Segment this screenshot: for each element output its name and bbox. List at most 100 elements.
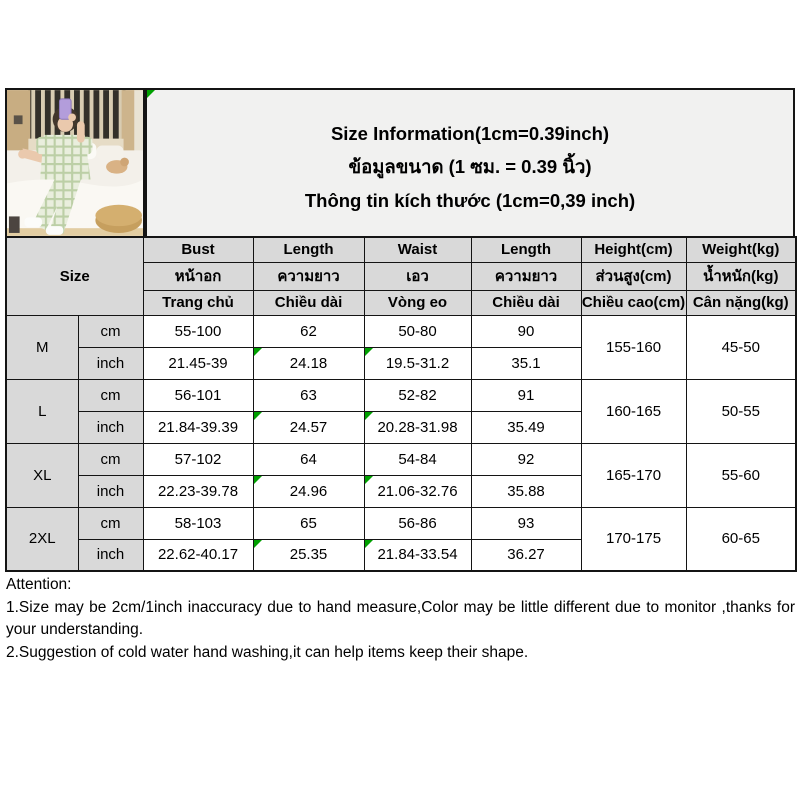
col-header-height-en: Height(cm): [580, 236, 687, 263]
attention-line-2: 2.Suggestion of cold water hand washing,…: [6, 643, 529, 661]
col-header-length2-vi: Chiều dài: [470, 289, 582, 316]
green-corner-marker-icon: [253, 475, 262, 484]
value-text: 24.57: [289, 418, 328, 436]
value-cell: 58-103: [142, 506, 254, 540]
col-header-weight-th: น้ำหนัก(kg): [685, 261, 797, 291]
weight-cell: 60-65: [685, 506, 797, 572]
col-header-length2-th: ความยาว: [470, 261, 582, 291]
value-cell: 50-80: [363, 314, 472, 348]
size-cell-m: M: [5, 314, 79, 380]
col-header-height-vi: Chiều cao(cm): [580, 289, 687, 316]
value-cell: 36.27: [470, 538, 582, 572]
value-cell: 63: [252, 378, 365, 412]
value-cell: 19.5-31.2: [363, 346, 472, 380]
value-cell: 91: [470, 378, 582, 412]
value-cell: 20.28-31.98: [363, 410, 472, 444]
height-cell: 170-175: [580, 506, 687, 572]
weight-cell: 55-60: [685, 442, 797, 508]
unit-cell-cm: cm: [77, 378, 144, 412]
size-cell-l: L: [5, 378, 79, 444]
weight-cell: 50-55: [685, 378, 797, 444]
col-header-bust-th: หน้าอก: [142, 261, 254, 291]
unit-cell-inch: inch: [77, 410, 144, 444]
unit-cell-cm: cm: [77, 314, 144, 348]
value-cell: 35.1: [470, 346, 582, 380]
unit-cell-cm: cm: [77, 506, 144, 540]
title-english: Size Information(1cm=0.39inch): [330, 122, 610, 144]
col-header-weight-en: Weight(kg): [685, 236, 797, 263]
value-cell: 55-100: [142, 314, 254, 348]
value-cell: 52-82: [363, 378, 472, 412]
product-photo: [5, 88, 145, 238]
title-block: Size Information(1cm=0.39inch) ข้อมูลขนา…: [145, 88, 795, 238]
product-photo-illustration: [7, 90, 143, 236]
value-cell: 56-86: [363, 506, 472, 540]
attention-line-1: 1.Size may be 2cm/1inch inaccuracy due t…: [6, 598, 795, 639]
value-cell: 35.88: [470, 474, 582, 508]
value-text: 21.06-32.76: [377, 482, 458, 500]
value-cell: 54-84: [363, 442, 472, 476]
value-cell: 25.35: [252, 538, 365, 572]
green-corner-marker-icon: [364, 475, 373, 484]
value-cell: 56-101: [142, 378, 254, 412]
value-cell: 92: [470, 442, 582, 476]
unit-cell-inch: inch: [77, 538, 144, 572]
value-cell: 35.49: [470, 410, 582, 444]
size-cell-2xl: 2XL: [5, 506, 79, 572]
col-header-waist-en: Waist: [363, 236, 472, 263]
col-header-length2-en: Length: [470, 236, 582, 263]
value-cell: 21.84-33.54: [363, 538, 472, 572]
value-cell: 24.96: [252, 474, 365, 508]
green-corner-marker-icon: [147, 90, 155, 98]
size-header-cell: Size: [5, 236, 144, 316]
value-cell: 22.23-39.78: [142, 474, 254, 508]
unit-cell-inch: inch: [77, 474, 144, 508]
green-corner-marker-icon: [253, 539, 262, 548]
col-header-height-th: ส่วนสูง(cm): [580, 261, 687, 291]
height-cell: 155-160: [580, 314, 687, 380]
green-corner-marker-icon: [364, 539, 373, 548]
top-section: Size Information(1cm=0.39inch) ข้อมูลขนา…: [5, 88, 795, 238]
value-cell: 22.62-40.17: [142, 538, 254, 572]
col-header-weight-vi: Cân nặng(kg): [685, 289, 797, 316]
value-text: 21.84-33.54: [377, 546, 458, 564]
col-header-length1-th: ความยาว: [252, 261, 365, 291]
col-header-waist-vi: Vòng eo: [363, 289, 472, 316]
attention-heading: Attention:: [6, 576, 72, 593]
height-cell: 160-165: [580, 378, 687, 444]
value-cell: 21.06-32.76: [363, 474, 472, 508]
value-cell: 64: [252, 442, 365, 476]
value-text: 24.18: [289, 354, 328, 372]
unit-cell-cm: cm: [77, 442, 144, 476]
weight-cell: 45-50: [685, 314, 797, 380]
value-cell: 24.57: [252, 410, 365, 444]
green-corner-marker-icon: [364, 411, 373, 420]
green-corner-marker-icon: [364, 347, 373, 356]
title-vietnamese: Thông tin kích thước (1cm=0,39 inch): [304, 189, 636, 211]
green-corner-marker-icon: [253, 347, 262, 356]
value-cell: 90: [470, 314, 582, 348]
col-header-bust-en: Bust: [142, 236, 254, 263]
col-header-length1-en: Length: [252, 236, 365, 263]
value-cell: 62: [252, 314, 365, 348]
size-table: Size Bust Length Waist Length Height(cm)…: [5, 236, 798, 572]
col-header-waist-th: เอว: [363, 261, 472, 291]
value-cell: 24.18: [252, 346, 365, 380]
value-text: 19.5-31.2: [385, 354, 450, 372]
value-text: 25.35: [289, 546, 328, 564]
value-cell: 21.84-39.39: [142, 410, 254, 444]
size-cell-xl: XL: [5, 442, 79, 508]
attention-notes: Attention: 1.Size may be 2cm/1inch inacc…: [6, 574, 795, 664]
col-header-bust-vi: Trang chủ: [142, 289, 254, 316]
value-cell: 65: [252, 506, 365, 540]
value-text: 20.28-31.98: [377, 418, 458, 436]
col-header-length1-vi: Chiều dài: [252, 289, 365, 316]
value-cell: 93: [470, 506, 582, 540]
height-cell: 165-170: [580, 442, 687, 508]
green-corner-marker-icon: [253, 411, 262, 420]
unit-cell-inch: inch: [77, 346, 144, 380]
value-cell: 21.45-39: [142, 346, 254, 380]
value-text: 24.96: [289, 482, 328, 500]
title-thai: ข้อมูลขนาด (1 ซม. = 0.39 นิ้ว): [348, 155, 592, 177]
